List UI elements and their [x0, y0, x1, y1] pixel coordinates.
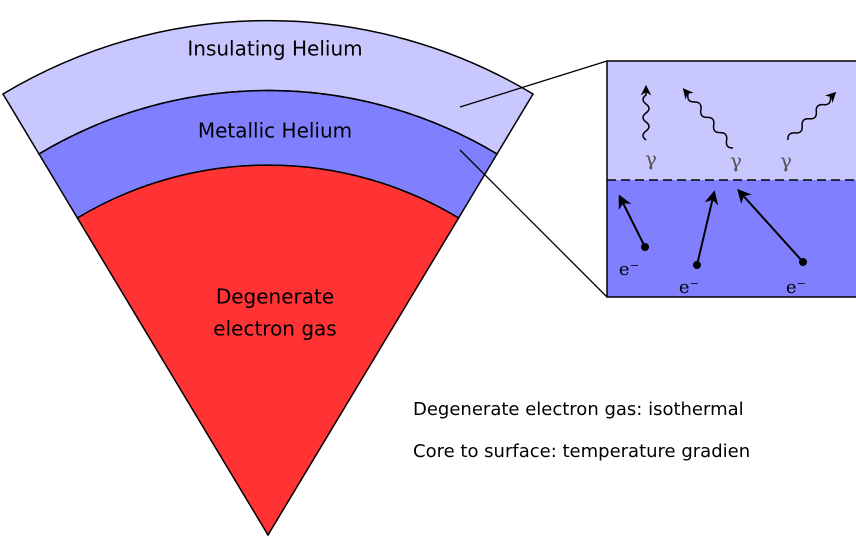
photon	[787, 91, 837, 141]
electron-label: e⁻	[679, 277, 699, 298]
electron-label: e⁻	[619, 259, 639, 280]
electron	[693, 261, 701, 269]
electron	[641, 243, 649, 251]
note: Degenerate electron gas: isothermal	[413, 399, 744, 420]
electron-track	[618, 194, 646, 248]
layer-label: Insulating Helium	[187, 37, 362, 61]
photon-label: γ	[780, 149, 792, 173]
photon-label: γ	[730, 149, 742, 173]
inset-top	[607, 61, 856, 180]
electron-track	[696, 190, 719, 266]
electron	[799, 258, 807, 266]
layer-label: Degenerate	[216, 285, 334, 309]
electron-track	[737, 188, 804, 263]
photon	[682, 88, 734, 149]
zoom-line	[459, 60, 608, 108]
boundary-dashed	[38, 89, 498, 155]
electron-label: e⁻	[786, 277, 806, 298]
note: Core to surface: temperature gradien	[413, 441, 750, 462]
layer-label: Metallic Helium	[198, 119, 352, 143]
photon	[640, 84, 652, 141]
inset-frame	[606, 60, 856, 298]
inset-bottom	[607, 180, 856, 297]
zoom-line	[459, 149, 608, 298]
core	[76, 164, 460, 537]
layer-label: electron gas	[213, 317, 336, 341]
photon-label: γ	[645, 147, 657, 171]
